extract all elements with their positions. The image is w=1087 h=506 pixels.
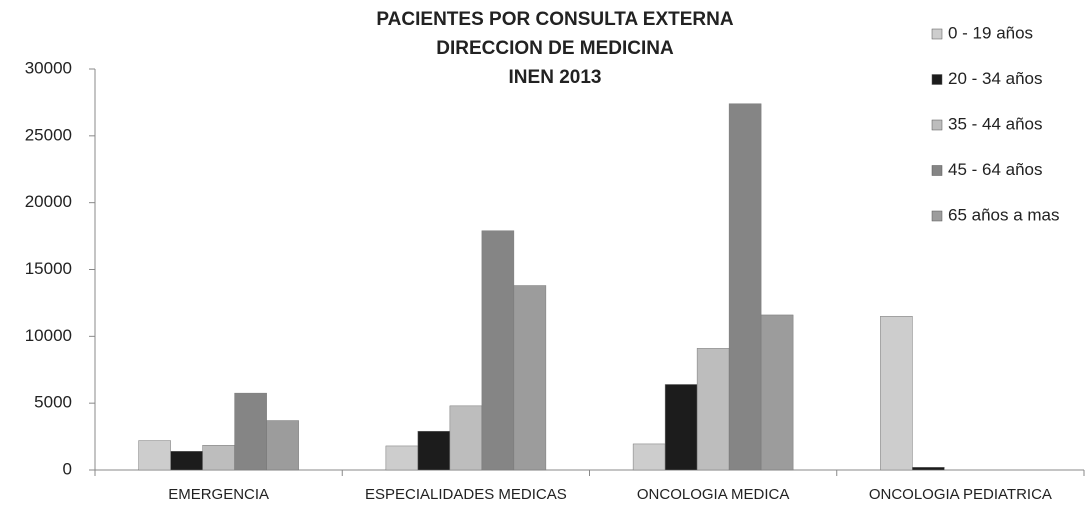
bar bbox=[170, 451, 203, 471]
y-tick-label: 20000 bbox=[25, 192, 72, 211]
bar bbox=[202, 445, 235, 471]
bar bbox=[234, 392, 267, 471]
chart-title: INEN 2013 bbox=[509, 67, 602, 88]
bar bbox=[266, 420, 299, 471]
bar bbox=[664, 384, 698, 471]
y-tick-label: 5000 bbox=[34, 393, 72, 412]
y-tick-label: 25000 bbox=[25, 125, 72, 144]
bar bbox=[138, 440, 171, 471]
y-tick-label: 15000 bbox=[25, 259, 72, 278]
bar bbox=[481, 230, 515, 471]
chart-title: DIRECCION DE MEDICINA bbox=[436, 38, 674, 59]
legend-swatch bbox=[931, 74, 943, 85]
bar bbox=[632, 443, 666, 471]
bar bbox=[912, 467, 945, 471]
legend-label: 20 - 34 años bbox=[948, 69, 1043, 88]
legend-label: 65 años a mas bbox=[948, 205, 1060, 224]
legend-swatch bbox=[931, 210, 943, 222]
legend-label: 35 - 44 años bbox=[948, 114, 1043, 133]
x-tick-label: ESPECIALIDADES MEDICAS bbox=[365, 486, 567, 503]
bar bbox=[385, 445, 419, 471]
bar bbox=[696, 348, 730, 471]
chart-title: PACIENTES POR CONSULTA EXTERNA bbox=[376, 9, 733, 30]
legend-swatch bbox=[931, 165, 943, 176]
legend-swatch bbox=[931, 28, 943, 40]
bar bbox=[728, 103, 762, 471]
legend-swatch bbox=[931, 119, 943, 131]
bar bbox=[880, 316, 913, 471]
x-tick-label: ONCOLOGIA MEDICA bbox=[637, 486, 790, 503]
x-tick-label: EMERGENCIA bbox=[168, 486, 269, 503]
y-tick-label: 30000 bbox=[25, 58, 72, 77]
legend-label: 0 - 19 años bbox=[948, 23, 1033, 42]
bar bbox=[449, 405, 483, 471]
y-tick-label: 10000 bbox=[25, 326, 72, 345]
y-tick-label: 0 bbox=[63, 459, 72, 478]
legend-label: 45 - 64 años bbox=[948, 160, 1043, 179]
bar bbox=[760, 314, 794, 471]
bar bbox=[513, 285, 547, 471]
x-tick-label: ONCOLOGIA PEDIATRICA bbox=[869, 486, 1052, 503]
bar bbox=[417, 430, 451, 471]
